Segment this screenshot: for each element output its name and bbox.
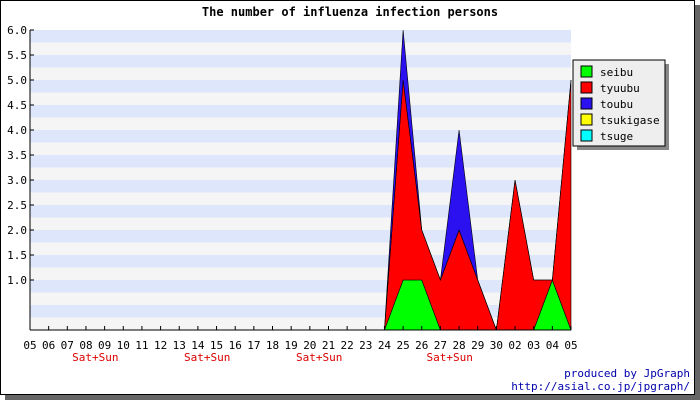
legend-swatch-tsukigase: [580, 113, 593, 126]
x-tick-label: 05: [564, 339, 577, 352]
y-tick-label: 4.0: [7, 124, 27, 137]
x-tick-label: 24: [378, 339, 392, 352]
x-tick-label: 28: [452, 339, 465, 352]
legend-label-tsukigase: tsukigase: [600, 114, 660, 127]
x-tick-label: 20: [303, 339, 316, 352]
grid-band: [30, 142, 571, 155]
grid-band: [30, 130, 571, 143]
x-tick-label: 22: [341, 339, 354, 352]
legend-label-seibu: seibu: [600, 66, 633, 79]
y-tick-label: 3.0: [7, 174, 27, 187]
chart-title: The number of influenza infection person…: [202, 5, 498, 19]
y-tick-label: 2.0: [7, 224, 27, 237]
shadow-right: [695, 5, 700, 400]
grid-band: [30, 117, 571, 130]
x-tick-label: 27: [434, 339, 447, 352]
weekend-label: Sat+Sun: [427, 351, 473, 364]
grid-band: [30, 192, 571, 205]
x-tick-label: 02: [508, 339, 521, 352]
x-tick-label: 25: [396, 339, 409, 352]
x-tick-label: 03: [527, 339, 540, 352]
grid-band: [30, 242, 571, 255]
y-tick-labels: 6.0 5.5 5.0 4.5 4.0 3.5 3.0 2.5 2.0 1.5 1.0: [7, 24, 27, 287]
x-tick-label: 12: [154, 339, 167, 352]
grid-band: [30, 230, 571, 243]
legend-swatch-tsuge: [580, 129, 593, 142]
x-tick-label: 10: [117, 339, 130, 352]
x-tick-label: 19: [285, 339, 298, 352]
x-tick-label: 23: [359, 339, 372, 352]
grid-band: [30, 155, 571, 168]
x-tick-label: 14: [191, 339, 205, 352]
grid-band: [30, 255, 571, 268]
legend-swatch-toubu: [580, 97, 593, 110]
grid-band: [30, 205, 571, 218]
credit-line-1: produced by JpGraph: [564, 367, 690, 380]
x-tick-label: 17: [247, 339, 260, 352]
legend-swatch-tyuubu: [580, 81, 593, 94]
legend-label-tsuge: tsuge: [600, 130, 633, 143]
grid-band: [30, 55, 571, 68]
weekend-label: Sat+Sun: [184, 351, 230, 364]
x-tick-labels: 05 06 07 08 09 10 11 12 13 14 15 16 17 18 19 20 21 22 23 24…: [23, 339, 577, 352]
shadow-bottom: [5, 395, 700, 400]
grid-band: [30, 67, 571, 80]
y-tick-label: 1.0: [7, 274, 27, 287]
credit-line-2[interactable]: http://asial.co.jp/jpgraph/: [511, 380, 690, 393]
grid-band: [30, 30, 571, 43]
y-tick-label: 4.5: [7, 99, 27, 112]
x-tick-label: 26: [415, 339, 428, 352]
weekend-label: Sat+Sun: [296, 351, 342, 364]
x-tick-label: 13: [173, 339, 186, 352]
y-tick-label: 6.0: [7, 24, 27, 37]
x-tick-label: 18: [266, 339, 279, 352]
legend-label-tyuubu: tyuubu: [600, 82, 640, 95]
y-tick-label: 2.5: [7, 199, 27, 212]
x-tick-label: 30: [490, 339, 503, 352]
weekend-labels: Sat+Sun Sat+Sun Sat+Sun Sat+Sun: [72, 351, 473, 364]
grid-band: [30, 292, 571, 305]
legend: seibu tyuubu toubu tsukigase tsuge: [572, 59, 669, 150]
x-tick-label: 05: [23, 339, 36, 352]
grid-band: [30, 280, 571, 293]
x-tick-label: 15: [210, 339, 223, 352]
x-tick-label: 06: [42, 339, 55, 352]
weekend-label: Sat+Sun: [72, 351, 118, 364]
grid-band: [30, 92, 571, 105]
legend-label-toubu: toubu: [600, 98, 633, 111]
y-tick-label: 3.5: [7, 149, 27, 162]
grid-band: [30, 80, 571, 93]
grid-band: [30, 267, 571, 280]
x-tick-label: 09: [98, 339, 111, 352]
grid-band: [30, 180, 571, 193]
grid-bands: [30, 30, 571, 330]
y-tick-label: 5.0: [7, 74, 27, 87]
grid-band: [30, 167, 571, 180]
legend-swatch-seibu: [580, 65, 593, 78]
y-tick-label: 5.5: [7, 49, 27, 62]
x-tick-label: 21: [322, 339, 335, 352]
x-tick-label: 07: [61, 339, 74, 352]
grid-band: [30, 105, 571, 118]
x-tick-label: 11: [135, 339, 148, 352]
y-tick-label: 1.5: [7, 249, 27, 262]
x-tick-label: 29: [471, 339, 484, 352]
x-tick-label: 04: [546, 339, 560, 352]
axes: [29, 29, 572, 331]
x-tick-label: 16: [229, 339, 242, 352]
grid-band: [30, 42, 571, 55]
grid-band: [30, 217, 571, 230]
x-tick-label: 08: [79, 339, 92, 352]
